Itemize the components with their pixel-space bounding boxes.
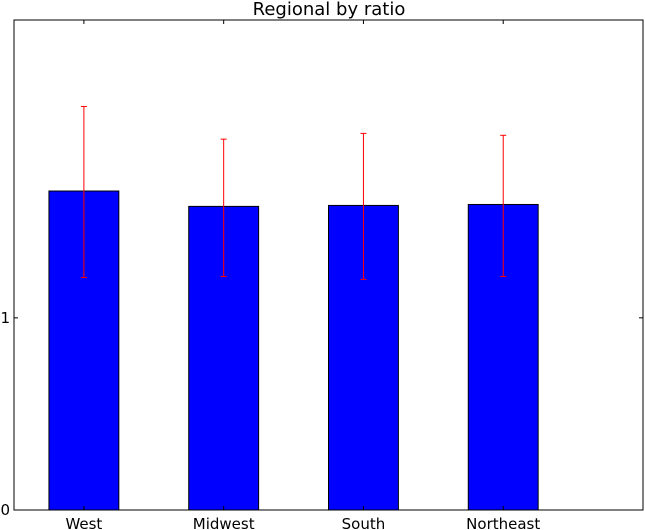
error-bars-group	[80, 105, 507, 280]
error-bar-west	[80, 105, 87, 278]
y-tick-label: 1	[0, 309, 10, 327]
chart-title: Regional by ratio	[253, 0, 406, 20]
bars-group	[48, 190, 539, 511]
x-tick-label: Northeast	[466, 515, 540, 530]
error-bar-northeast	[500, 134, 507, 278]
x-axis: West Midwest South Northeast	[65, 20, 540, 530]
error-bar-midwest	[220, 138, 227, 278]
error-bar-south	[360, 132, 367, 280]
plot-area-frame	[13, 19, 644, 511]
x-tick-label: Midwest	[193, 515, 255, 530]
x-tick-label: South	[342, 515, 386, 530]
y-axis: 01	[0, 309, 643, 519]
y-tick-label: 0	[0, 501, 10, 519]
x-tick-label: West	[65, 515, 102, 530]
